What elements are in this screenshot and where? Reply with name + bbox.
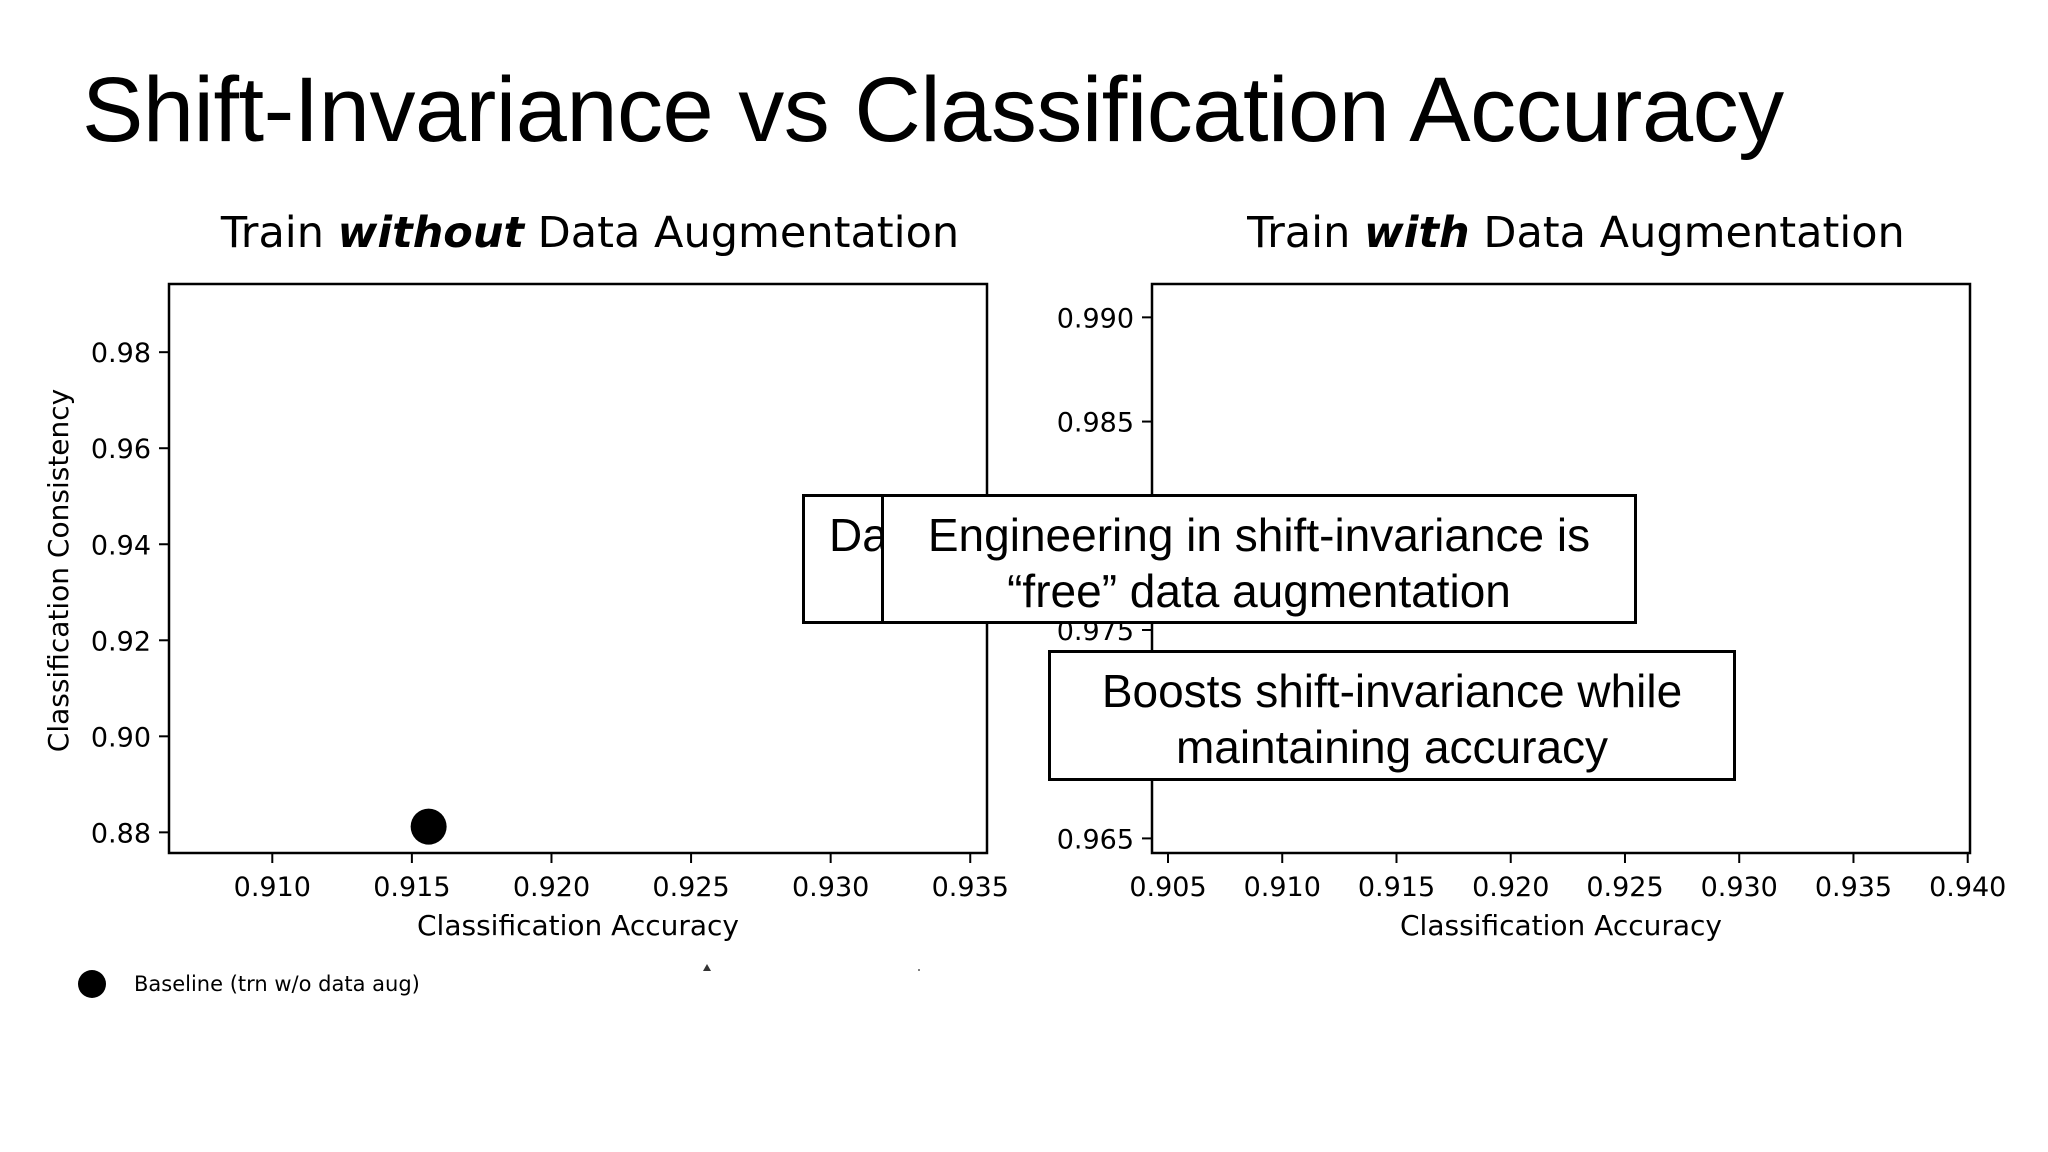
- chart-title-with-augmentation: Train with Data Augmentation: [1247, 208, 1905, 258]
- callout-engineering-text: Engineering in shift-invariance is “free…: [927, 509, 1591, 617]
- callout-engineering: Engineering in shift-invariance is “free…: [881, 494, 1637, 624]
- x-tick-label: 0.940: [1929, 872, 2006, 903]
- legend-baseline-label: Baseline (trn w/o data aug): [134, 972, 420, 996]
- chart-title-emphasis: without: [337, 208, 525, 258]
- y-axis-label: Classification Consistency: [42, 389, 75, 752]
- y-tick-label: 0.98: [91, 338, 151, 369]
- x-tick-label: 0.935: [1815, 872, 1892, 903]
- y-tick-label: 0.88: [91, 818, 151, 849]
- chart-title-prefix: Train: [1247, 208, 1365, 258]
- chart-title-emphasis: with: [1364, 208, 1470, 258]
- x-tick-label: 0.915: [1358, 872, 1435, 903]
- x-tick-label: 0.915: [373, 872, 450, 903]
- y-tick-label: 0.990: [1057, 303, 1134, 334]
- x-axis-label: Classification Accuracy: [1400, 909, 1722, 942]
- x-tick-label: 0.920: [1472, 872, 1549, 903]
- baseline-data-point: [410, 808, 447, 845]
- y-tick-label: 0.965: [1057, 824, 1134, 855]
- x-tick-label: 0.920: [513, 872, 590, 903]
- x-tick-label: 0.910: [1244, 872, 1321, 903]
- chart-title-suffix: Data Augmentation: [524, 208, 960, 258]
- chart-title-without-augmentation: Train without Data Augmentation: [221, 208, 959, 258]
- y-tick-label: 0.96: [91, 434, 151, 465]
- x-tick-label: 0.925: [1586, 872, 1663, 903]
- legend: Baseline (trn w/o data aug): [78, 970, 420, 998]
- chart-title-prefix: Train: [220, 208, 338, 258]
- y-tick-label: 0.94: [91, 530, 151, 561]
- y-tick-label: 0.90: [91, 722, 151, 753]
- x-tick-label: 0.930: [1701, 872, 1778, 903]
- callout-boosts-text: Boosts shift-invariance while maintainin…: [1101, 665, 1683, 773]
- x-tick-label: 0.910: [234, 872, 311, 903]
- x-tick-label: 0.905: [1129, 872, 1206, 903]
- y-tick-label: 0.92: [91, 626, 151, 657]
- chart-title-suffix: Data Augmentation: [1469, 208, 1905, 258]
- y-tick-label: 0.985: [1057, 408, 1134, 439]
- stray-triangle-mark: [703, 964, 711, 971]
- x-axis-label: Classification Accuracy: [417, 909, 739, 942]
- legend-baseline-marker: [78, 970, 106, 998]
- legend-fragments: [703, 964, 920, 971]
- x-tick-label: 0.935: [932, 872, 1009, 903]
- callout-partial-text: Da: [829, 509, 888, 561]
- x-tick-label: 0.925: [652, 872, 729, 903]
- slide-title: Shift-Invariance vs Classification Accur…: [82, 59, 1784, 161]
- x-tick-label: 0.930: [792, 872, 869, 903]
- callout-boosts: Boosts shift-invariance while maintainin…: [1048, 650, 1736, 781]
